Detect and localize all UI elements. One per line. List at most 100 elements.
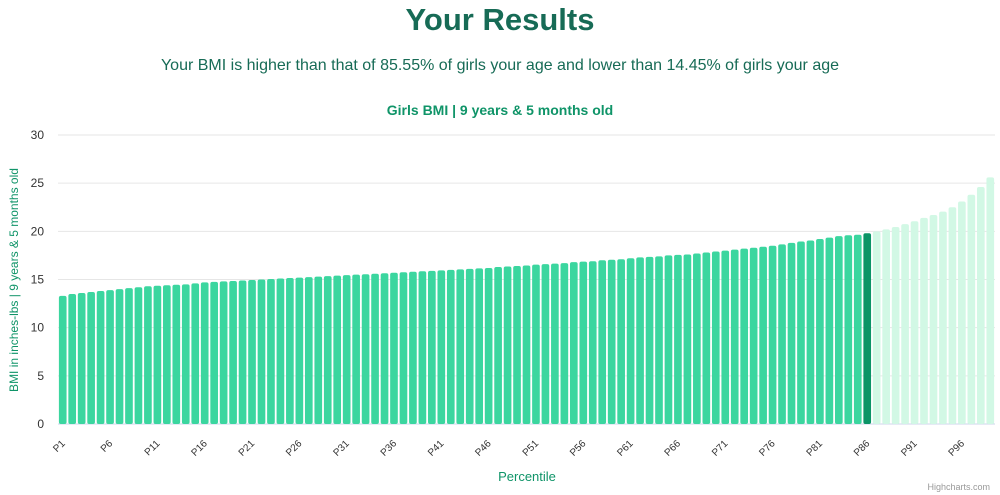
bar[interactable]: [428, 270, 436, 424]
bar[interactable]: [295, 277, 304, 424]
bar[interactable]: [939, 211, 947, 424]
bar[interactable]: [588, 261, 597, 424]
bar[interactable]: [77, 292, 86, 424]
bar[interactable]: [342, 275, 351, 424]
bar[interactable]: [163, 285, 171, 424]
bar[interactable]: [920, 217, 928, 424]
bar[interactable]: [645, 256, 654, 424]
bar[interactable]: [380, 273, 389, 424]
bar[interactable]: [276, 278, 285, 424]
bar[interactable]: [778, 244, 786, 424]
bar[interactable]: [958, 201, 966, 424]
bar[interactable]: [144, 286, 152, 424]
bar[interactable]: [835, 236, 843, 424]
bar[interactable]: [702, 252, 711, 424]
bar[interactable]: [503, 266, 512, 424]
bar[interactable]: [844, 235, 853, 424]
bar[interactable]: [711, 251, 720, 424]
bar[interactable]: [797, 241, 805, 424]
bar[interactable]: [976, 187, 985, 424]
bar[interactable]: [816, 239, 824, 424]
bar[interactable]: [191, 283, 200, 424]
bar[interactable]: [740, 248, 749, 424]
bar[interactable]: [371, 273, 379, 424]
bar[interactable]: [68, 293, 77, 424]
bar[interactable]: [475, 268, 483, 424]
bar[interactable]: [257, 279, 266, 425]
bar[interactable]: [560, 263, 569, 424]
bar[interactable]: [323, 276, 332, 424]
bar[interactable]: [96, 291, 105, 424]
bar[interactable]: [238, 280, 247, 424]
bar-current-percentile[interactable]: [863, 233, 872, 424]
bar[interactable]: [853, 234, 862, 424]
bar[interactable]: [617, 259, 625, 424]
bar[interactable]: [181, 284, 190, 424]
bar[interactable]: [418, 271, 427, 424]
bar[interactable]: [541, 264, 550, 424]
bar[interactable]: [693, 253, 701, 424]
bar[interactable]: [579, 261, 588, 424]
bar[interactable]: [115, 289, 124, 424]
bar[interactable]: [286, 278, 294, 424]
bar[interactable]: [532, 264, 540, 424]
bar[interactable]: [399, 272, 408, 424]
bar[interactable]: [674, 254, 682, 424]
bar[interactable]: [248, 279, 256, 424]
bar[interactable]: [456, 269, 465, 424]
bar[interactable]: [929, 214, 938, 424]
bar[interactable]: [721, 250, 730, 424]
bar[interactable]: [948, 207, 957, 424]
bar[interactable]: [58, 295, 67, 424]
bar[interactable]: [437, 270, 446, 424]
bar[interactable]: [125, 288, 133, 424]
bar[interactable]: [806, 240, 815, 424]
bar[interactable]: [872, 231, 881, 424]
bar[interactable]: [333, 275, 342, 424]
bar[interactable]: [87, 292, 95, 424]
bar[interactable]: [787, 242, 796, 424]
bar[interactable]: [219, 281, 228, 424]
bar[interactable]: [749, 247, 758, 424]
bar[interactable]: [825, 237, 834, 424]
bar[interactable]: [352, 274, 360, 424]
bar[interactable]: [891, 227, 900, 424]
bar[interactable]: [551, 263, 559, 424]
bar[interactable]: [314, 276, 323, 424]
bar[interactable]: [409, 271, 417, 424]
bar[interactable]: [967, 194, 976, 424]
highcharts-credit-link[interactable]: Highcharts.com: [927, 482, 990, 492]
bar[interactable]: [986, 177, 995, 424]
bar[interactable]: [361, 274, 370, 424]
bar[interactable]: [304, 277, 313, 424]
bar[interactable]: [569, 262, 578, 424]
bar[interactable]: [664, 255, 673, 424]
bar[interactable]: [513, 266, 521, 424]
bar[interactable]: [901, 224, 909, 424]
bar[interactable]: [882, 229, 890, 424]
bar[interactable]: [598, 260, 607, 424]
bar[interactable]: [229, 280, 237, 424]
bar[interactable]: [134, 287, 143, 424]
bar[interactable]: [494, 266, 502, 424]
bar[interactable]: [446, 269, 455, 424]
bar[interactable]: [607, 259, 616, 424]
bar[interactable]: [106, 290, 114, 424]
bar[interactable]: [768, 245, 777, 424]
bar[interactable]: [465, 268, 474, 424]
bar[interactable]: [153, 285, 162, 424]
bar[interactable]: [636, 257, 644, 424]
bar[interactable]: [200, 282, 209, 424]
bar[interactable]: [655, 256, 663, 424]
bar[interactable]: [484, 267, 493, 424]
bar[interactable]: [210, 281, 218, 424]
bar[interactable]: [390, 272, 398, 424]
bar[interactable]: [626, 258, 635, 424]
bar[interactable]: [759, 246, 767, 424]
bar[interactable]: [267, 279, 275, 424]
bar[interactable]: [910, 221, 919, 424]
bar[interactable]: [730, 249, 739, 424]
bar[interactable]: [683, 254, 692, 424]
bar[interactable]: [172, 284, 181, 424]
bar[interactable]: [522, 265, 531, 424]
